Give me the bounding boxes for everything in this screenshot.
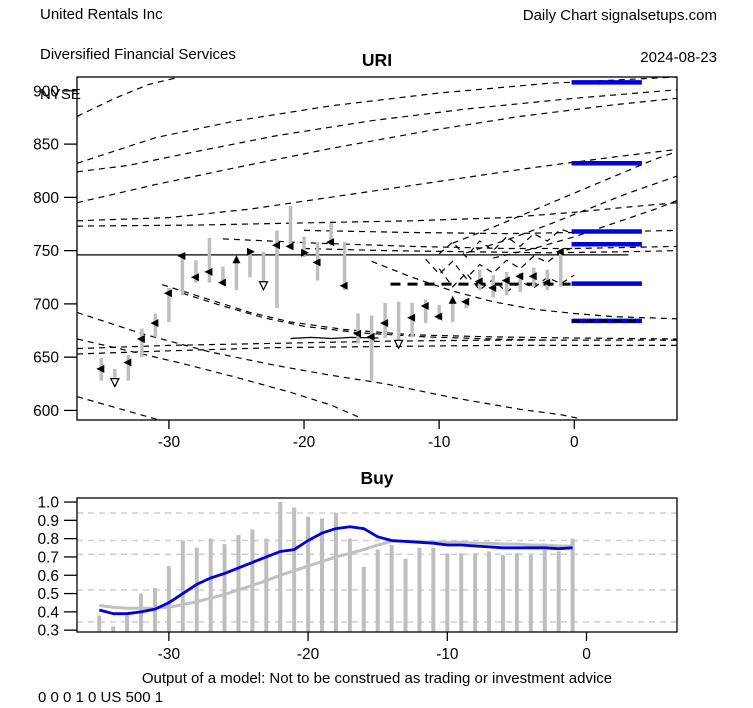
close-marker bbox=[204, 267, 213, 276]
y-tick-label: 900 bbox=[33, 83, 59, 100]
buy-x-tick-label: -30 bbox=[158, 646, 181, 663]
buy-x-tick-label: 0 bbox=[582, 646, 591, 663]
close-marker bbox=[136, 335, 145, 344]
forecast-dashed-curve bbox=[303, 229, 677, 235]
close-marker bbox=[190, 273, 199, 282]
close-marker bbox=[448, 295, 457, 304]
close-marker bbox=[123, 358, 132, 367]
chart-type-label: Daily Chart signalsetups.com bbox=[522, 7, 717, 24]
buy-y-tick-label: 1.0 bbox=[37, 495, 59, 512]
y-tick-label: 700 bbox=[33, 296, 59, 313]
close-marker bbox=[285, 242, 294, 251]
buy-y-tick-label: 0.9 bbox=[37, 513, 59, 530]
industry-name: Diversified Financial Services bbox=[40, 46, 236, 63]
y-tick-label: 600 bbox=[33, 403, 59, 420]
close-marker bbox=[246, 247, 255, 256]
close-marker bbox=[150, 319, 159, 328]
close-marker bbox=[380, 319, 389, 328]
forecast-dashed-curve bbox=[222, 238, 677, 250]
close-marker bbox=[109, 378, 120, 388]
close-marker bbox=[474, 277, 483, 286]
chart-date: 2024-08-23 bbox=[640, 49, 717, 66]
y-tick-label: 750 bbox=[33, 243, 59, 260]
buy-y-tick-label: 0.7 bbox=[37, 549, 59, 566]
forecast-dashed-curve bbox=[77, 396, 162, 420]
buy-x-tick-label: -10 bbox=[436, 646, 459, 663]
forecast-dashed-curve bbox=[77, 311, 582, 420]
forecast-dashed-curve bbox=[77, 338, 359, 418]
close-marker bbox=[555, 247, 564, 256]
forecast-dashed-curve bbox=[303, 247, 677, 254]
forecast-dashed-curve bbox=[182, 292, 548, 341]
buy-plot-area bbox=[77, 502, 677, 632]
close-marker bbox=[258, 281, 269, 292]
price-plot-frame bbox=[76, 76, 678, 421]
buy-y-tick-label: 0.6 bbox=[37, 568, 59, 585]
close-marker bbox=[301, 248, 310, 257]
close-marker bbox=[163, 289, 172, 298]
company-name: United Rentals Inc bbox=[40, 6, 163, 23]
x-tick-label: -20 bbox=[293, 434, 316, 451]
header-right-block: Daily Chart signalsetups.com 2024-08-23 bbox=[523, 5, 717, 68]
close-marker bbox=[420, 302, 429, 311]
close-marker bbox=[528, 272, 537, 281]
buy-reference-line bbox=[99, 539, 573, 610]
disclaimer-text: Output of a model: Not to be construed a… bbox=[141, 670, 613, 687]
forecast-dashed-curve bbox=[493, 200, 677, 259]
forecast-dashed-curve bbox=[371, 260, 677, 320]
close-marker bbox=[96, 364, 105, 373]
forecast-dashed-curve bbox=[466, 175, 677, 254]
forecast-dashed-curve bbox=[77, 148, 677, 222]
close-marker bbox=[407, 313, 416, 322]
close-marker bbox=[461, 297, 470, 306]
close-marker bbox=[272, 241, 280, 250]
forecast-dashed-curve bbox=[77, 77, 677, 164]
buy-x-tick-label: -20 bbox=[297, 646, 320, 663]
close-marker bbox=[312, 258, 321, 267]
close-marker bbox=[434, 312, 443, 321]
buy-y-tick-label: 0.5 bbox=[37, 586, 59, 603]
close-marker bbox=[353, 329, 362, 338]
close-marker bbox=[177, 251, 186, 260]
y-tick-label: 650 bbox=[33, 350, 59, 367]
exchange-name: NYSE bbox=[40, 86, 81, 103]
close-marker bbox=[488, 283, 497, 292]
model-flags-text: 0 0 0 1 0 US 500 1 bbox=[38, 689, 164, 706]
price-plot-area bbox=[77, 77, 677, 420]
forecast-dashed-curve bbox=[77, 89, 677, 173]
y-tick-label: 800 bbox=[33, 190, 59, 207]
forecast-dashed-curve bbox=[77, 339, 677, 350]
close-marker bbox=[542, 278, 551, 287]
forecast-dashed-curve bbox=[425, 246, 575, 280]
close-marker bbox=[366, 332, 375, 341]
buy-y-tick-label: 0.4 bbox=[37, 604, 59, 621]
x-tick-label: -10 bbox=[428, 434, 451, 451]
close-marker bbox=[217, 278, 226, 287]
reference-solid-line bbox=[290, 336, 379, 340]
buy-y-tick-label: 0.8 bbox=[37, 531, 59, 548]
forecast-dashed-curve bbox=[161, 284, 677, 340]
close-marker bbox=[232, 255, 241, 264]
forecast-dashed-curve bbox=[77, 97, 677, 204]
x-tick-label: -30 bbox=[158, 434, 181, 451]
price-chart-title: URI bbox=[361, 50, 393, 70]
buy-model-line bbox=[98, 525, 573, 616]
close-marker bbox=[515, 272, 524, 281]
close-marker bbox=[326, 238, 335, 247]
close-marker bbox=[339, 281, 348, 290]
forecast-dashed-curve bbox=[77, 344, 677, 355]
y-tick-label: 850 bbox=[33, 137, 59, 154]
forecast-dashed-curve bbox=[452, 151, 677, 244]
buy-chart-title: Buy bbox=[360, 468, 394, 488]
x-tick-label: 0 bbox=[570, 434, 579, 451]
buy-plot-frame bbox=[76, 497, 678, 633]
forecast-dashed-curve bbox=[77, 77, 180, 117]
buy-y-tick-label: 0.3 bbox=[37, 623, 59, 640]
forecast-dashed-curve bbox=[77, 202, 677, 227]
close-marker bbox=[501, 276, 510, 285]
close-marker bbox=[393, 339, 404, 350]
header-left-block: United Rentals Inc Diversified Financial… bbox=[40, 5, 236, 105]
